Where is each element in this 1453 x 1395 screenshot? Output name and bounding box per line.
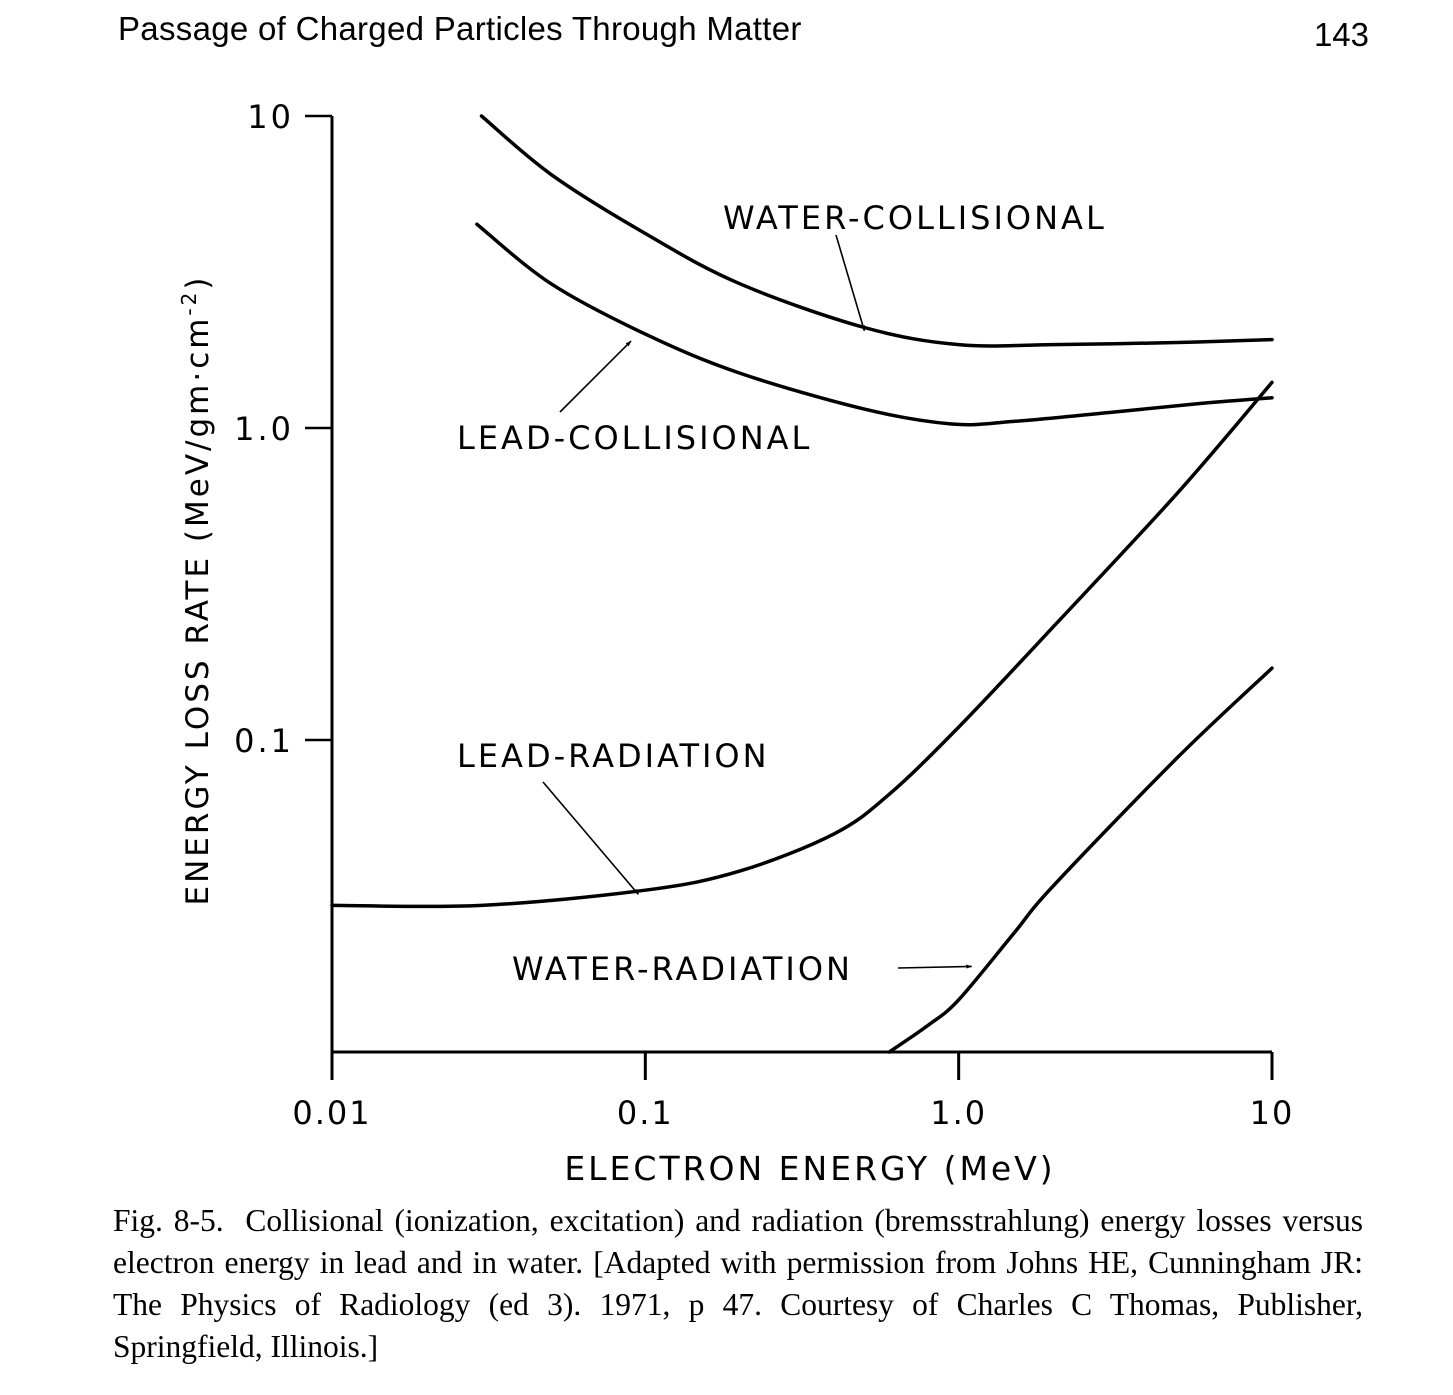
figure-caption: Fig. 8-5. Collisional (ionization, excit… xyxy=(113,1200,1363,1368)
x-tick-label: 1.0 xyxy=(930,1094,987,1132)
axes: 0.1 1.0 10 0.01 0.1 1.0 10 xyxy=(234,98,1295,1132)
energy-loss-chart: 0.1 1.0 10 0.01 0.1 1.0 10 WATER-COLLISIONAL LE… xyxy=(177,98,1295,1188)
series-line-water-radiation xyxy=(887,666,1274,1054)
annotation-lead-collisional: LEAD-COLLISIONAL xyxy=(457,419,812,457)
annotation-arrow-lead-collisional xyxy=(559,340,632,413)
x-tick-label: 10 xyxy=(1250,1094,1295,1132)
annotation-arrow-water-radiation xyxy=(897,964,973,969)
y-tick-label: 1.0 xyxy=(234,410,294,448)
x-axis-label: ELECTRON ENERGY (MeV) xyxy=(564,1149,1055,1188)
running-head-title: Passage of Charged Particles Through Mat… xyxy=(118,10,802,47)
annotation-lead-radiation: LEAD-RADIATION xyxy=(457,737,770,775)
annotation-water-radiation: WATER-RADIATION xyxy=(512,950,853,988)
x-tick-label: 0.1 xyxy=(617,1094,674,1132)
y-tick-label: 0.1 xyxy=(234,722,294,760)
y-axis-label: ENERGY LOSS RATE (MeV/gm·cm-2) xyxy=(177,274,216,905)
y-axis-label-close: ) xyxy=(180,274,216,289)
caption-text: Collisional (ionization, excitation) and… xyxy=(113,1203,1364,1364)
page-number: 143 xyxy=(1313,16,1369,53)
x-tick-label: 0.01 xyxy=(292,1094,371,1132)
y-tick-label: 10 xyxy=(247,98,294,136)
annotation-water-collisional: WATER-COLLISIONAL xyxy=(723,199,1107,237)
annotations: WATER-COLLISIONAL LEAD-COLLISIONAL LEAD-RA… xyxy=(457,199,1107,988)
annotation-arrow-lead-radiation xyxy=(542,781,639,895)
series-line-lead-collisional xyxy=(475,222,1274,427)
y-axis-label-main: ENERGY LOSS RATE (MeV/gm·cm xyxy=(180,316,216,906)
y-axis-label-exponent: -2 xyxy=(177,290,201,316)
caption-label: Fig. 8-5. xyxy=(113,1203,224,1238)
series-line-lead-radiation xyxy=(330,380,1274,909)
series-lines xyxy=(330,114,1274,1054)
annotation-arrow-water-collisional xyxy=(835,234,866,332)
